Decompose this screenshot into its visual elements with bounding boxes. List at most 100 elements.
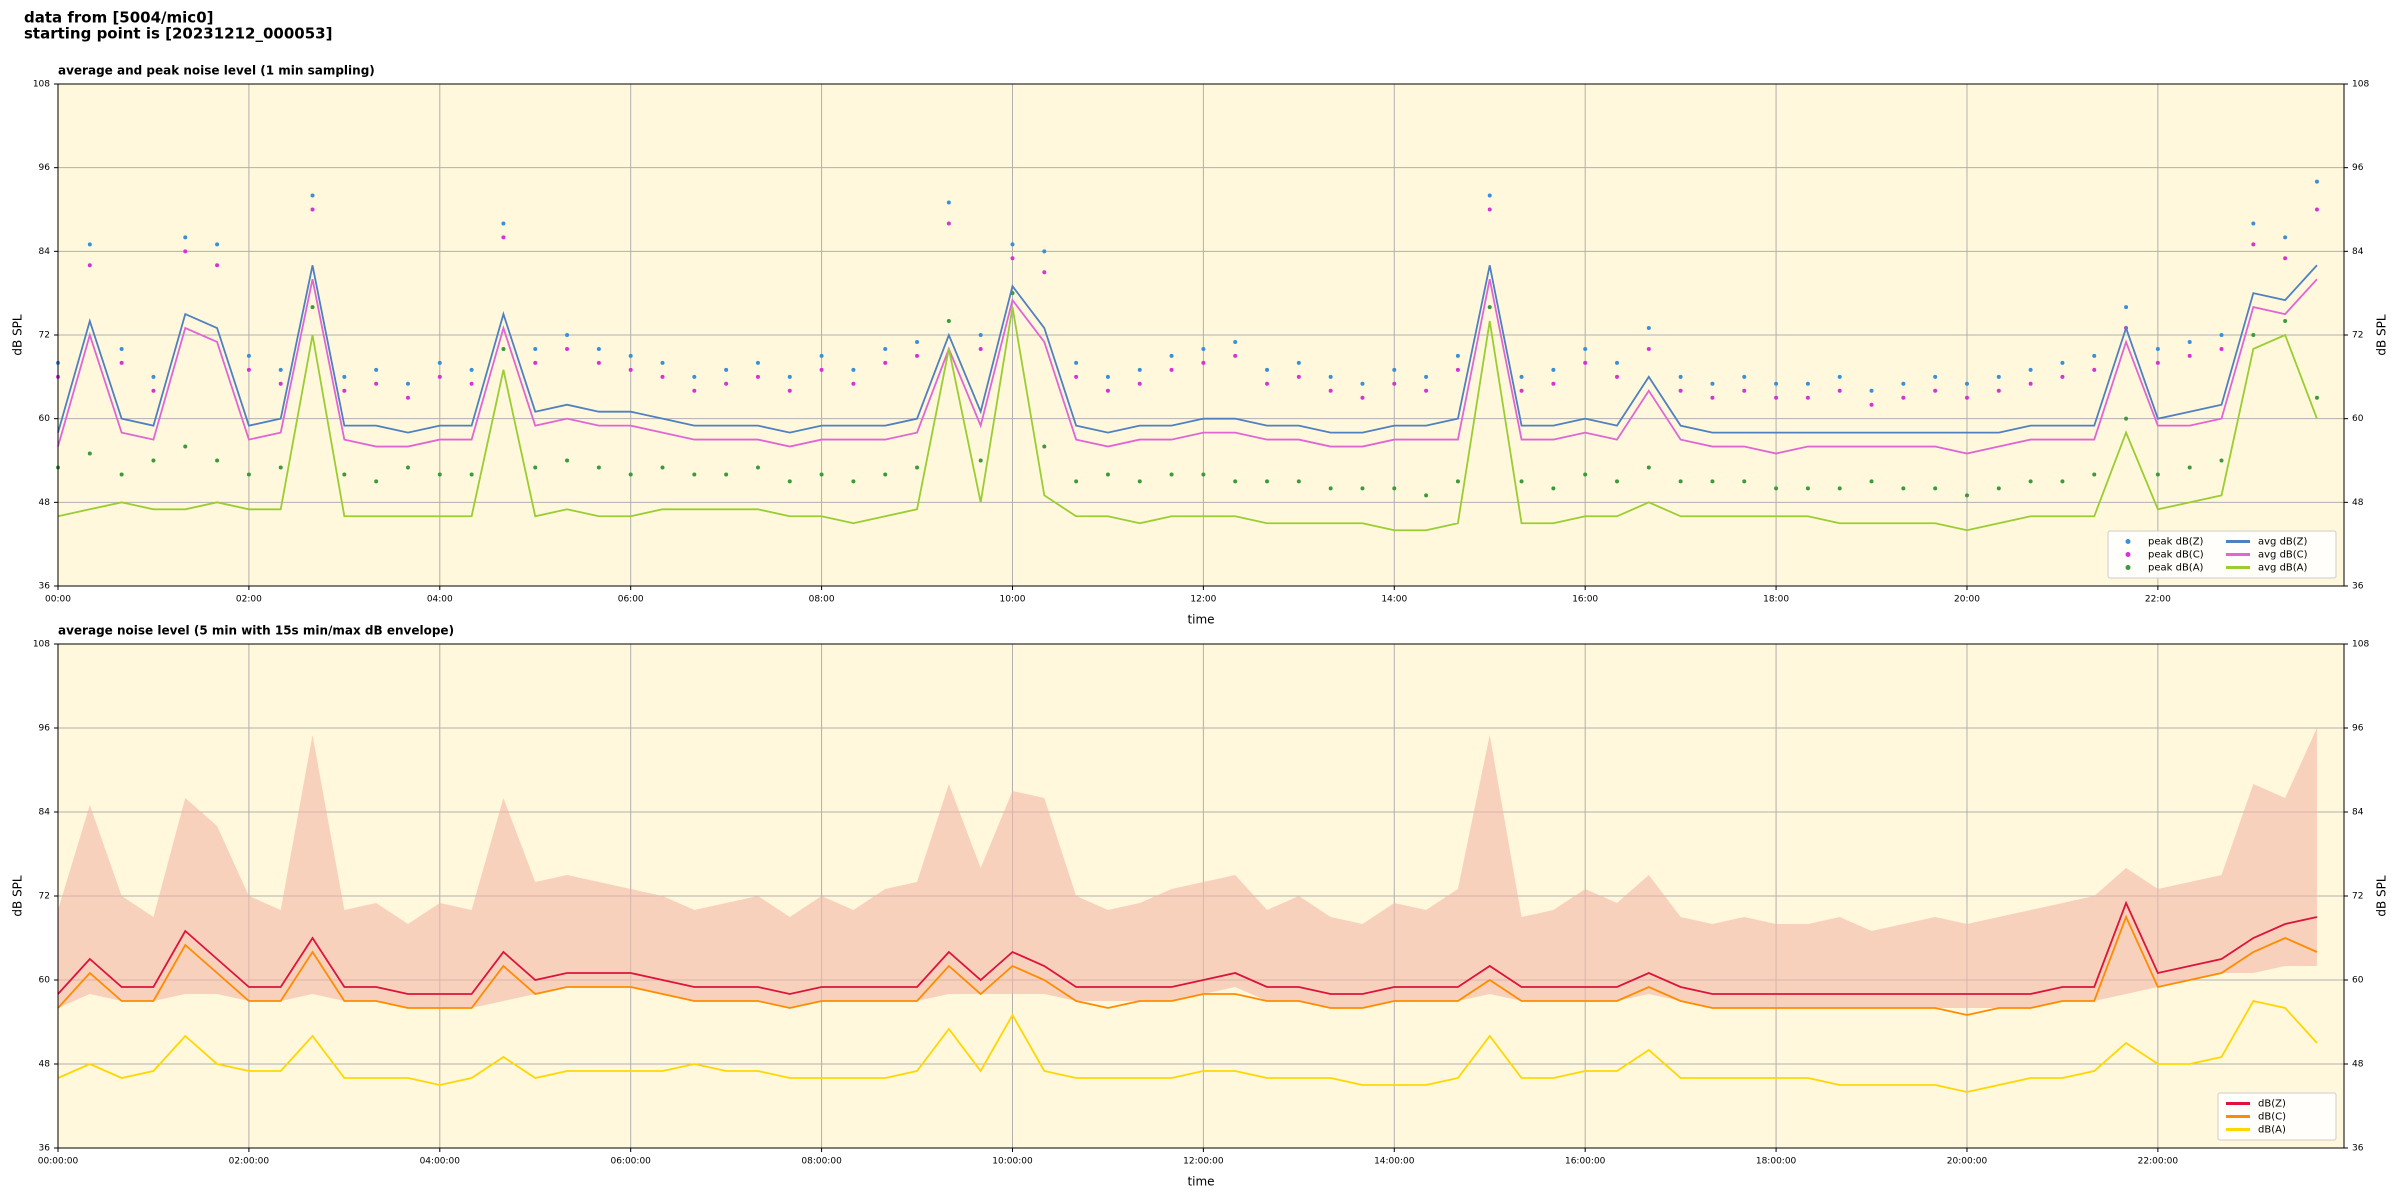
chart-title: average and peak noise level (1 min samp… <box>58 64 375 78</box>
peak-point <box>596 360 601 365</box>
peak-point <box>2092 353 2097 358</box>
peak-point <box>278 367 283 372</box>
x-tick-label: 14:00 <box>1381 595 1407 605</box>
peak-point <box>1265 367 1270 372</box>
y-tick-label: 84 <box>39 808 51 818</box>
peak-point <box>565 458 570 463</box>
peak-point <box>1455 353 1460 358</box>
peak-point <box>278 465 283 470</box>
peak-point <box>1137 479 1142 484</box>
peak-point <box>501 221 506 226</box>
peak-point <box>1710 381 1715 386</box>
peak-point <box>1360 381 1365 386</box>
x-axis-label: time <box>1187 613 1214 627</box>
y2-tick-label: 84 <box>2352 808 2364 818</box>
peak-point <box>724 381 729 386</box>
peak-point <box>1551 367 1556 372</box>
x-tick-label: 12:00 <box>1190 595 1216 605</box>
peak-point <box>1042 249 1047 254</box>
peak-point <box>374 479 379 484</box>
peak-point <box>2155 472 2160 477</box>
x-tick-label: 10:00 <box>1000 595 1026 605</box>
peak-point <box>1583 360 1588 365</box>
peak-point <box>1710 479 1715 484</box>
peak-point <box>1487 305 1492 310</box>
y-tick-label: 36 <box>39 1144 51 1154</box>
peak-point <box>1742 479 1747 484</box>
peak-point <box>692 472 697 477</box>
y2-tick-label: 60 <box>2352 414 2364 424</box>
peak-point <box>787 374 792 379</box>
peak-point <box>1519 374 1524 379</box>
peak-point <box>1710 395 1715 400</box>
legend-label: peak dB(A) <box>2148 563 2204 574</box>
peak-point <box>1487 193 1492 198</box>
peak-point <box>469 472 474 477</box>
peak-point <box>1869 388 1874 393</box>
peak-point <box>1614 479 1619 484</box>
peak-point <box>469 381 474 386</box>
y2-tick-label: 96 <box>2352 724 2364 734</box>
peak-point <box>883 360 888 365</box>
x-tick-label: 02:00:00 <box>229 1157 270 1167</box>
y2-tick-label: 48 <box>2352 1060 2364 1070</box>
legend: peak dB(Z) peak dB(C) peak dB(A) avg dB(Z) a… <box>2107 530 2337 579</box>
peak-point <box>1137 367 1142 372</box>
x-tick-label: 04:00 <box>427 595 453 605</box>
peak-point <box>1646 326 1651 331</box>
peak-point <box>1487 207 1492 212</box>
peak-point <box>755 374 760 379</box>
peak-point <box>87 242 92 247</box>
peak-point <box>405 395 410 400</box>
peak-point <box>183 235 188 240</box>
peak-point <box>2251 242 2256 247</box>
peak-point <box>1296 360 1301 365</box>
peak-point <box>469 367 474 372</box>
peak-point <box>1105 374 1110 379</box>
peak-point <box>1805 381 1810 386</box>
peak-point <box>119 346 124 351</box>
peak-point <box>310 193 315 198</box>
peak-point <box>2060 360 2065 365</box>
peak-point <box>692 388 697 393</box>
y-tick-label: 72 <box>39 892 50 902</box>
x-tick-label: 14:00:00 <box>1374 1157 1415 1167</box>
peak-point <box>1424 374 1429 379</box>
peak-point <box>978 346 983 351</box>
peak-point <box>787 479 792 484</box>
peak-point <box>1519 479 1524 484</box>
peak-point <box>915 465 920 470</box>
envelope <box>58 728 2317 1008</box>
legend-marker <box>2125 565 2131 570</box>
peak-point <box>1933 388 1938 393</box>
peak-point <box>310 207 315 212</box>
series-line <box>57 900 2318 995</box>
peak-point <box>1042 444 1047 449</box>
peak-point <box>2314 395 2319 400</box>
x-tick-label: 18:00 <box>1763 595 1789 605</box>
peak-point <box>946 319 951 324</box>
y2-axis-label: dB SPL <box>2375 314 2389 356</box>
peak-point <box>1614 360 1619 365</box>
legend-label: dB(A) <box>2258 1125 2286 1136</box>
peak-point <box>87 451 92 456</box>
peak-point <box>1551 486 1556 491</box>
peak-point <box>151 388 156 393</box>
peak-point <box>1996 374 2001 379</box>
peak-point <box>1074 479 1079 484</box>
peak-point <box>2251 333 2256 337</box>
peak-point <box>1614 374 1619 379</box>
peak-point <box>946 221 951 226</box>
peak-point <box>1774 381 1779 386</box>
peak-point <box>1233 339 1238 344</box>
legend-marker <box>2125 539 2131 544</box>
peak-point <box>596 465 601 470</box>
peak-point <box>978 333 983 337</box>
peak-point <box>1360 395 1365 400</box>
peak-point <box>2187 353 2192 358</box>
peak-point <box>1455 367 1460 372</box>
peak-point <box>1742 374 1747 379</box>
peak-point <box>2187 465 2192 470</box>
